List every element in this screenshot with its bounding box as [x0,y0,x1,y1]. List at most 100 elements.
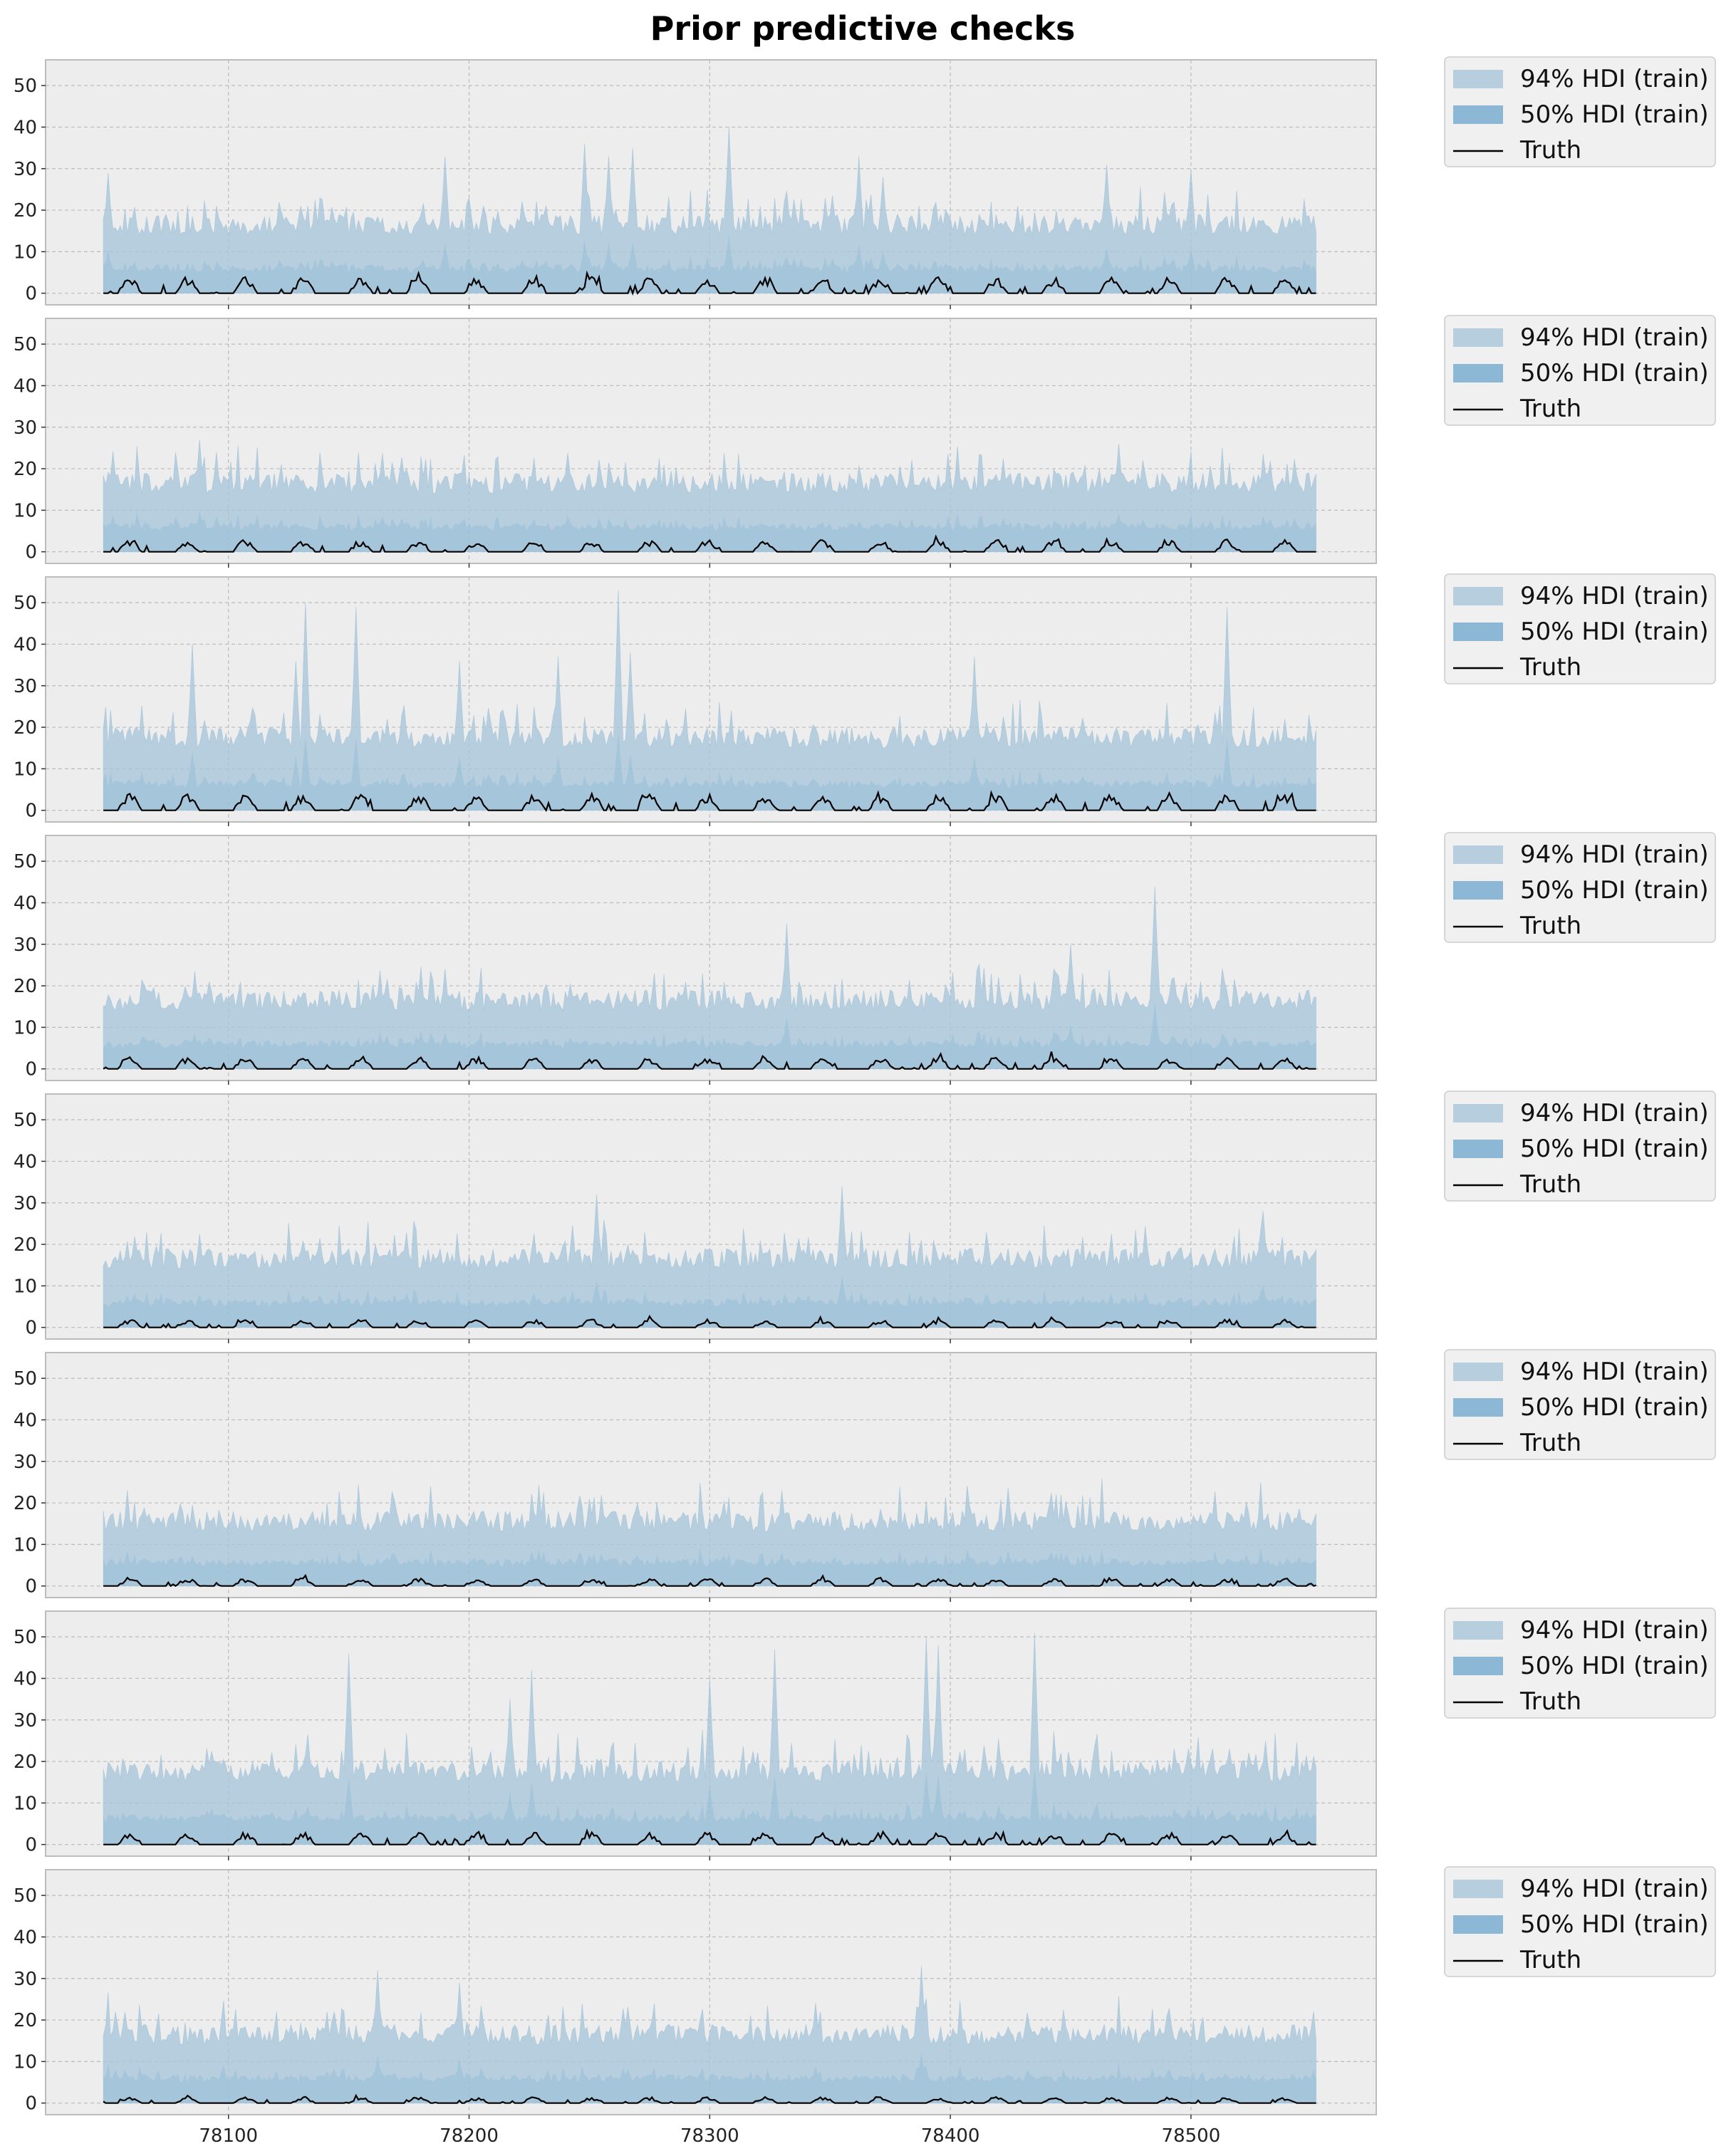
truth-line [103,1051,1316,1071]
y-tick-label: 20 [14,2010,37,2031]
legend-box [1444,1866,1716,1977]
y-tick-label: 10 [14,2051,37,2073]
legend-swatch-2 [1453,623,1503,641]
y-tick-label: 20 [14,1493,37,1514]
legend-label: 94% HDI (train) [1520,582,1709,610]
chart-title: Prior predictive checks [650,9,1076,48]
legend-box [1444,56,1716,167]
legend-label: Truth [1519,653,1581,682]
panel-2: 0 10 20 30 40 50 94% HDI (train) 50% HDI (train… [14,315,1716,568]
legend-swatch-2 [1453,364,1503,382]
x-tick-label: 78400 [921,2125,980,2147]
legend-box [1444,1090,1716,1202]
y-tick-label: 20 [14,976,37,997]
x-tick-label: 78200 [440,2125,499,2147]
legend-label: Truth [1519,1687,1581,1716]
hdi94-band [103,590,1316,811]
y-tick-label: 10 [14,1793,37,1814]
hdi50-band [103,1547,1316,1586]
plot-area [103,439,1316,553]
hdi94-band [103,127,1316,293]
legend-label: Truth [1519,912,1581,940]
hdi94-band [103,1632,1316,1845]
y-tick-label: 0 [25,283,37,305]
plot-area [103,886,1316,1071]
legend-label: Truth [1519,1170,1581,1199]
panel-1: 0 10 20 30 40 50 94% HDI (train) 50% HDI (train… [14,56,1716,309]
legend-label: 94% HDI (train) [1520,1875,1709,1903]
x-tick-label: 78500 [1162,2125,1221,2147]
y-tick-label: 0 [25,801,37,822]
y-tick-label: 30 [14,417,37,439]
legend-swatch-1 [1453,1621,1503,1640]
legend: 94% HDI (train) 50% HDI (train) Truth [1444,1349,1716,1460]
y-tick-label: 0 [25,1318,37,1339]
panel-6: 0 10 20 30 40 50 94% HDI (train) 50% HDI (train… [14,1349,1716,1602]
y-tick-label: 30 [14,934,37,956]
truth-line [103,790,1316,813]
y-tick-label: 10 [14,241,37,263]
y-tick-label: 30 [14,676,37,697]
y-tick-label: 50 [14,1885,37,1907]
y-tick-label: 20 [14,459,37,480]
y-tick-label: 50 [14,593,37,614]
panel-3: 0 10 20 30 40 50 94% HDI (train) 50% HDI (train… [14,573,1716,826]
legend: 94% HDI (train) 50% HDI (train) Truth [1444,315,1716,426]
hdi50-band [103,511,1316,552]
y-tick-label: 30 [14,1969,37,1990]
y-tick-label: 30 [14,1193,37,1214]
truth-line [103,1573,1316,1588]
legend-swatch-2 [1453,1140,1503,1158]
legend-box [1444,1349,1716,1460]
y-tick-label: 50 [14,851,37,873]
panel-7: 0 10 20 30 40 50 94% HDI (train) 50% HDI (train… [14,1608,1716,1860]
legend-label: Truth [1519,136,1581,165]
panel-5: 0 10 20 30 40 50 94% HDI (train) 50% HDI (train… [14,1090,1716,1343]
panels-layer: 0 10 20 30 40 50 94% HDI (train) 50% HDI (train… [14,56,1716,2147]
y-tick-label: 10 [14,500,37,521]
legend: 94% HDI (train) 50% HDI (train) Truth [1444,1608,1716,1719]
legend-swatch-2 [1453,1915,1503,1934]
hdi50-band [103,1768,1316,1845]
legend-swatch-2 [1453,1398,1503,1417]
y-tick-label: 20 [14,1751,37,1773]
truth-line [103,270,1316,296]
legend: 94% HDI (train) 50% HDI (train) Truth [1444,832,1716,943]
legend-box [1444,832,1716,943]
y-tick-label: 10 [14,759,37,780]
y-tick-label: 10 [14,1534,37,1556]
legend-label: 50% HDI (train) [1520,1910,1709,1939]
legend-label: 94% HDI (train) [1520,323,1709,352]
legend: 94% HDI (train) 50% HDI (train) Truth [1444,573,1716,684]
plot-area [103,1186,1316,1329]
y-tick-label: 20 [14,717,37,739]
truth-line [103,1314,1316,1329]
y-tick-label: 0 [25,1059,37,1080]
x-tick-label: 78100 [199,2125,258,2147]
hdi50-band [103,1003,1316,1069]
legend-label: 50% HDI (train) [1520,1135,1709,1163]
legend-label: 94% HDI (train) [1520,1358,1709,1386]
legend: 94% HDI (train) 50% HDI (train) Truth [1444,1866,1716,1977]
y-tick-label: 40 [14,375,37,397]
panel-4: 0 10 20 30 40 50 94% HDI (train) 50% HDI (train… [14,832,1716,1085]
y-tick-label: 40 [14,117,37,138]
legend-swatch-1 [1453,1363,1503,1381]
legend-swatch-2 [1453,881,1503,900]
hdi94-band [103,1186,1316,1328]
truth-line [103,1828,1316,1847]
y-tick-label: 30 [14,1452,37,1473]
y-tick-label: 10 [14,1017,37,1038]
legend-swatch-1 [1453,845,1503,864]
legend: 94% HDI (train) 50% HDI (train) Truth [1444,1090,1716,1202]
legend-label: 50% HDI (train) [1520,1652,1709,1680]
hdi94-band [103,1966,1316,2103]
legend-label: 50% HDI (train) [1520,100,1709,129]
hdi50-band [103,2053,1316,2103]
hdi50-band [103,234,1316,293]
legend-label: 94% HDI (train) [1520,65,1709,93]
legend-label: 50% HDI (train) [1520,876,1709,905]
hdi94-band [103,886,1316,1069]
